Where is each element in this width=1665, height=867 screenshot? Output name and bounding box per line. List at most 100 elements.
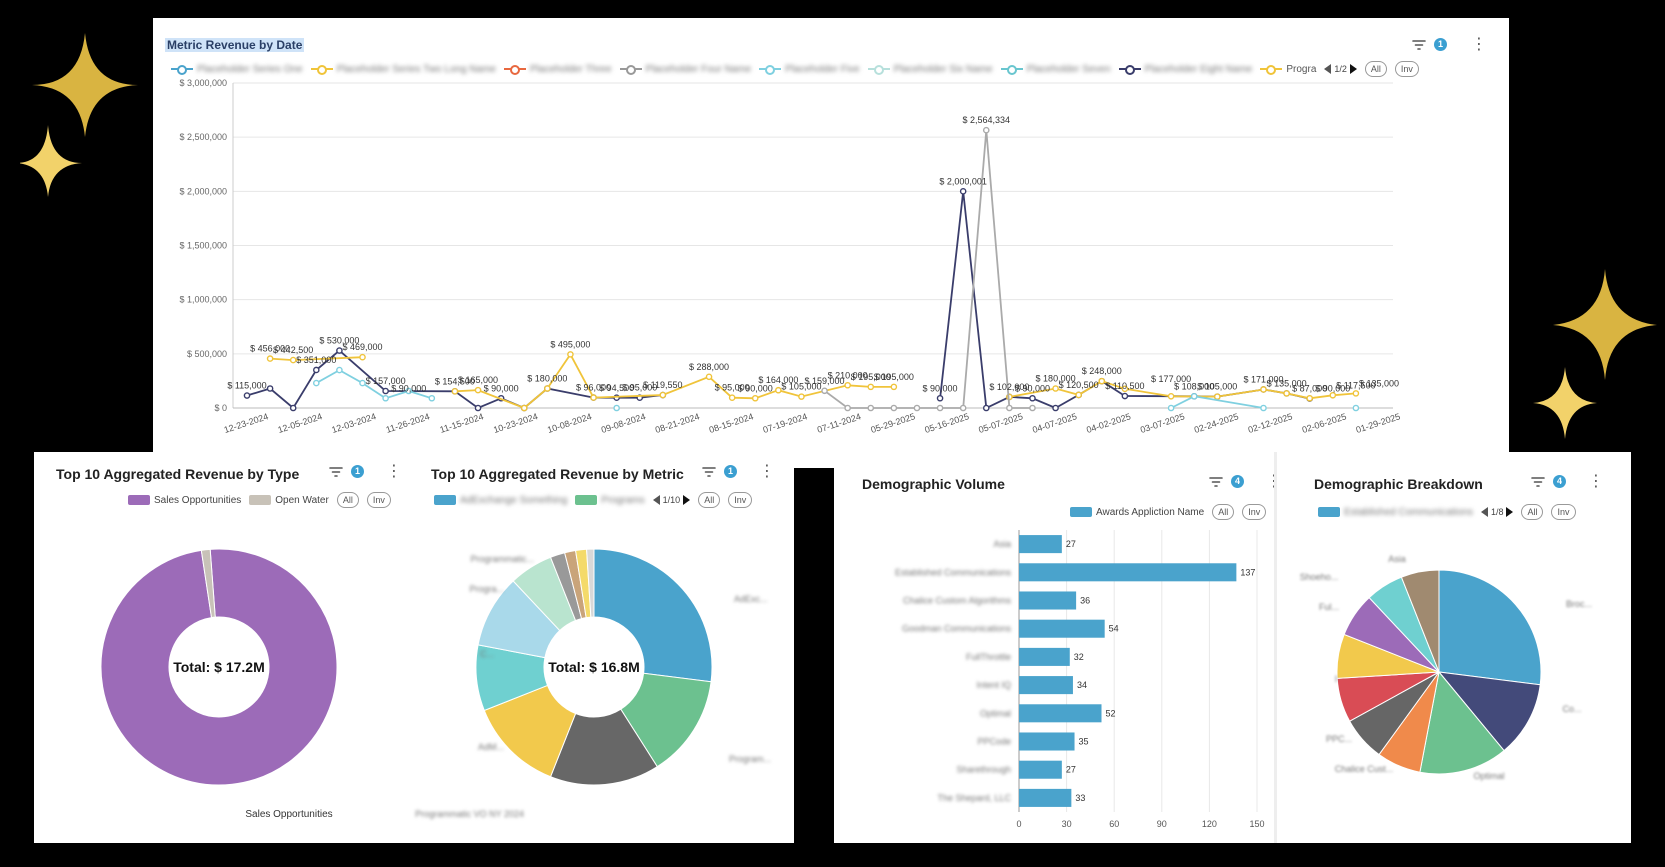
legend-item[interactable]: Placeholder Five	[759, 64, 860, 75]
data-point	[382, 387, 389, 395]
legend-label: Awards Appliction Name	[1096, 506, 1205, 518]
slice-label: Sales Opportunities	[245, 809, 332, 820]
category-label: Asia	[993, 539, 1011, 549]
pie-slice	[200, 548, 216, 619]
data-label: $ 157,000	[366, 376, 406, 386]
data-label: $ 469,000	[342, 342, 382, 352]
x-tick-label: 0	[1016, 819, 1021, 829]
data-label: $ 495,000	[550, 339, 590, 349]
filter-icon[interactable]	[329, 466, 343, 478]
slice-label: AdM...	[478, 742, 504, 752]
select-all-button[interactable]: All	[1521, 504, 1544, 520]
legend-item[interactable]: AdExchange Something	[434, 495, 567, 506]
invert-selection-button[interactable]: Inv	[1551, 504, 1576, 520]
legend-swatch	[619, 64, 642, 75]
data-label: $ 159,000	[805, 376, 845, 386]
legend-item[interactable]: Placeholder Three	[503, 64, 612, 75]
legend-item[interactable]: Placeholder Eight Name	[1118, 63, 1253, 75]
select-all-button[interactable]: All	[1212, 504, 1235, 520]
invert-selection-button[interactable]: Inv	[1394, 61, 1419, 77]
pager-label: 1/2	[1334, 64, 1347, 74]
x-tick-label: 09-08-2024	[600, 411, 647, 435]
legend-item[interactable]: Programs	[575, 495, 645, 506]
y-tick-label: $ 1,500,000	[179, 241, 227, 251]
data-point	[982, 404, 990, 412]
sparkle-large-icon	[1553, 269, 1657, 380]
data-label: $ 105,000	[781, 382, 821, 392]
select-all-button[interactable]: All	[698, 492, 721, 508]
data-point	[243, 392, 251, 399]
filter-count-badge: 1	[724, 465, 737, 478]
data-label: $ 90,000	[1015, 383, 1050, 393]
bar-chart: 0 30 60 90 120 150 Asia 27 Established Communica…	[895, 530, 1265, 829]
legend-swatch	[759, 64, 782, 75]
x-tick-label: 11-26-2024	[385, 411, 431, 435]
category-label: FullThrottle	[966, 652, 1011, 662]
donut-center-label: Total: $ 17.2M	[173, 659, 265, 675]
data-point	[867, 404, 875, 412]
data-label: $ 351,000	[296, 355, 336, 365]
x-tick-label: 12-05-2024	[277, 411, 324, 435]
x-tick-label: 01-29-2025	[1355, 411, 1402, 435]
invert-selection-button[interactable]: Inv	[366, 492, 391, 508]
data-label: $ 210,000	[828, 370, 868, 380]
data-label: $ 95,000	[622, 383, 657, 393]
legend-item[interactable]: Awards Appliction Name	[1070, 507, 1204, 518]
filter-icon[interactable]	[702, 466, 716, 478]
pie-slice	[549, 708, 658, 786]
invert-selection-button[interactable]: Inv	[728, 492, 753, 508]
legend-item[interactable]: Placeholder Series One	[171, 64, 303, 75]
data-point	[798, 393, 805, 400]
chart-legend: Established Communications 1/8 All Inv	[1318, 504, 1576, 520]
category-label: Established Communications	[895, 567, 1012, 577]
prev-page-icon[interactable]	[1480, 507, 1488, 517]
prev-page-icon[interactable]	[652, 495, 660, 505]
legend-label: Placeholder Eight Name	[1144, 63, 1253, 75]
x-tick-label: 05-29-2025	[869, 411, 916, 435]
legend-item[interactable]: Placeholder Seven	[1000, 64, 1111, 75]
legend-swatch	[867, 64, 890, 75]
category-label: Sharethrough	[956, 765, 1011, 775]
data-label: $ 180,000	[1036, 374, 1076, 384]
data-label: $ 115,000	[227, 381, 266, 391]
next-page-icon[interactable]	[1506, 507, 1514, 517]
more-options-icon[interactable]: ⋮	[1471, 35, 1487, 53]
filter-icon[interactable]	[1412, 39, 1426, 51]
line-chart: $ 0 $ 500,000 $ 1,000,000 $ 1,500,000 $ 2,00…	[179, 78, 1402, 435]
more-options-icon[interactable]: ⋮	[386, 462, 402, 480]
data-label: $ 195,000	[874, 372, 914, 382]
select-all-button[interactable]: All	[336, 492, 359, 508]
more-options-icon[interactable]: ⋮	[1588, 472, 1604, 490]
next-page-icon[interactable]	[1349, 64, 1357, 74]
bar	[1019, 591, 1077, 610]
data-label: $ 90,000	[1315, 383, 1350, 393]
pie-slice	[100, 548, 338, 786]
more-options-icon[interactable]: ⋮	[759, 462, 775, 480]
data-label: $ 2,000,001	[939, 176, 987, 186]
bar	[1019, 760, 1062, 779]
legend-item[interactable]: Placeholder Six Name	[867, 64, 993, 75]
legend-item[interactable]: Established Communications	[1318, 507, 1473, 518]
data-point	[890, 404, 898, 412]
legend-item[interactable]: Sales Opportunities	[128, 495, 241, 506]
data-label: $ 171,000	[1243, 374, 1283, 384]
legend-item[interactable]: Placeholder Four Name	[619, 64, 751, 75]
legend-item[interactable]: Progra	[1260, 64, 1316, 75]
panel-tools: 4 ⋮	[1531, 472, 1604, 490]
slice-label: C...	[480, 649, 494, 659]
select-all-button[interactable]: All	[1364, 61, 1387, 77]
next-page-icon[interactable]	[683, 495, 691, 505]
legend-item[interactable]: Placeholder Series Two Long Name	[310, 64, 496, 75]
invert-selection-button[interactable]: Inv	[1242, 504, 1267, 520]
bar	[1019, 619, 1105, 638]
filter-icon[interactable]	[1209, 476, 1223, 488]
legend-label: AdExchange Something	[460, 494, 568, 506]
x-tick-label: 120	[1202, 819, 1217, 829]
x-tick-label: 12-03-2024	[330, 411, 377, 435]
legend-item[interactable]: Open Water	[249, 495, 329, 506]
data-point	[1075, 391, 1082, 399]
filter-icon[interactable]	[1531, 476, 1545, 488]
data-point	[1329, 391, 1337, 399]
prev-page-icon[interactable]	[1324, 64, 1332, 74]
data-point	[1006, 404, 1013, 412]
